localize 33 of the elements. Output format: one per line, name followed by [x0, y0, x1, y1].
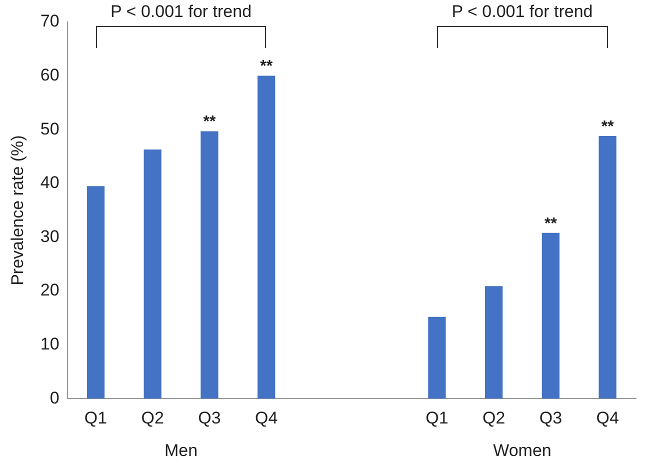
bar: [258, 76, 276, 399]
y-tick-label: 70: [40, 12, 60, 31]
x-tick-label: Q4: [596, 408, 619, 428]
x-tick-label: Q2: [141, 408, 164, 428]
bar: [86, 186, 105, 399]
y-tick-label: 50: [40, 119, 60, 138]
y-tick-label: 10: [40, 334, 60, 354]
text: Women: [493, 441, 552, 461]
data-label: **: [260, 58, 274, 76]
bar: [598, 136, 616, 399]
data-label: **: [601, 118, 615, 136]
bar: [485, 286, 503, 399]
bar: [542, 232, 560, 399]
text: P < 0.001 for trend: [110, 2, 252, 22]
bar: [144, 150, 162, 399]
bar: [428, 316, 446, 399]
bar: [200, 131, 218, 399]
x-tick-label: Q1: [84, 408, 108, 428]
x-tick-label: Q3: [198, 408, 221, 428]
y-tick-label: 60: [40, 65, 60, 84]
data-label: **: [544, 215, 558, 232]
x-tick-label: Q4: [255, 408, 278, 428]
data-label: **: [203, 114, 216, 131]
x-tick-label: Q2: [482, 408, 506, 428]
x-tick-label: Q1: [426, 408, 448, 428]
y-tick-label: 40: [40, 173, 60, 192]
text: P < 0.001 for trend: [452, 2, 593, 22]
text: Men: [164, 441, 198, 461]
y-tick-label: 20: [40, 280, 60, 300]
y-tick-label: 30: [40, 226, 60, 246]
y-axis-title: Prevalence rate (%): [8, 135, 27, 286]
x-tick-label: Q3: [539, 408, 562, 428]
y-tick-label: 0: [50, 388, 60, 408]
